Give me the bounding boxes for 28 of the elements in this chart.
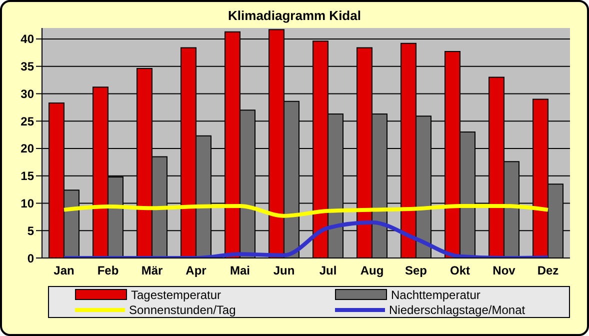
x-tick-label: Dez bbox=[537, 264, 559, 278]
x-tick-label: Apr bbox=[186, 264, 207, 278]
legend-label: Sonnenstunden/Tag bbox=[129, 302, 236, 316]
x-tick-label: Okt bbox=[450, 264, 470, 278]
y-tick-label: 15 bbox=[20, 169, 34, 184]
x-tick-label: Nov bbox=[492, 264, 516, 278]
x-tick-label: Aug bbox=[360, 264, 384, 278]
legend-label: Niederschlagstage/Monat bbox=[389, 302, 526, 316]
x-tick-label: Jul bbox=[319, 264, 337, 278]
y-tick-label: 10 bbox=[20, 196, 34, 210]
line-series bbox=[62, 204, 550, 218]
y-tick-label: 40 bbox=[20, 32, 34, 46]
x-tick-label: Mai bbox=[230, 264, 250, 278]
y-tick-label: 5 bbox=[27, 224, 34, 238]
y-tick-label: 35 bbox=[20, 60, 34, 74]
x-tick-label: Jun bbox=[273, 264, 295, 278]
y-tick-label: 30 bbox=[20, 86, 34, 101]
y-tick-label: 20 bbox=[20, 142, 34, 156]
legend-label: Nachttemperatur bbox=[391, 288, 480, 302]
y-tick-label: 25 bbox=[20, 114, 34, 128]
x-tick-label: Sep bbox=[404, 264, 428, 278]
x-tick-label: Feb bbox=[97, 264, 119, 278]
x-tick-label: Jan bbox=[54, 264, 74, 278]
line-series bbox=[62, 220, 550, 258]
y-tick-label: 0 bbox=[27, 251, 34, 266]
x-tick-label: Mär bbox=[141, 264, 163, 278]
legend-label: Tagestemperatur bbox=[131, 288, 222, 302]
chart-title: Klimadiagramm Kidal bbox=[227, 8, 362, 23]
